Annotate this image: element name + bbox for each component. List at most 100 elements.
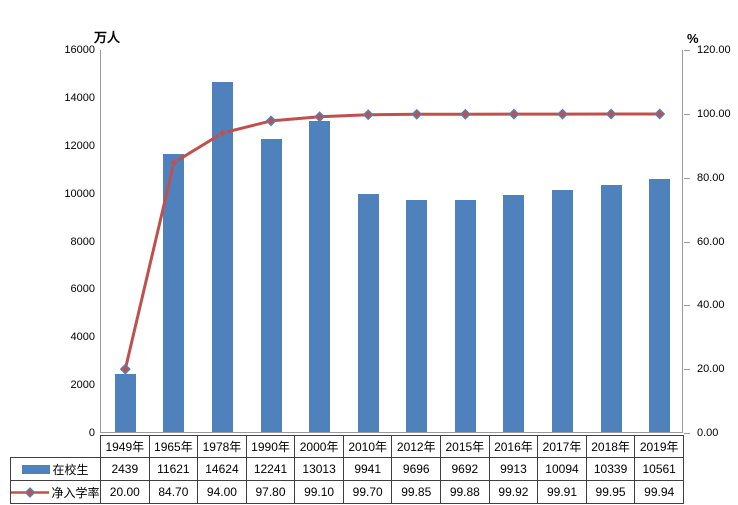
table-column-header: 2015年 [440,435,490,458]
table-column-header: 2017年 [537,435,587,458]
left-axis-tick: 6000 [70,283,95,296]
diamond-marker-2016年 [508,108,520,120]
table-cell: 84.70 [148,480,199,504]
left-axis-tick: 0 [88,427,95,439]
table-cell: 20.00 [100,480,150,504]
right-axis-tick-mark [684,177,690,179]
bar-1965年 [163,153,185,432]
table-column-header: 2000年 [294,435,344,458]
diamond-marker-1965年 [168,157,180,169]
table-cell: 99.91 [537,480,587,504]
table-cell: 99.94 [634,480,684,504]
table-column-header: 1949年 [100,435,150,458]
table-cell: 11621 [148,457,199,481]
table-column-header: 2012年 [391,435,442,458]
table-cell: 9696 [391,457,442,481]
table-cell: 99.70 [342,480,393,504]
table-column-header: 1978年 [197,435,247,458]
left-axis-tick: 4000 [70,331,95,344]
bar-1990年 [260,138,282,432]
right-axis-tick: 100.00 [697,107,731,120]
diamond-marker-2015年 [459,108,471,120]
table-cell: 99.92 [488,480,539,504]
table-cell: 94.00 [197,480,247,504]
table-cell: 14624 [197,457,247,481]
right-axis-tick-mark [684,305,690,307]
bar-legend-swatch-icon [22,464,51,474]
legend-label: 净入学率 [51,485,100,500]
right-axis-tick: 40.00 [697,299,725,312]
table-cell: 99.10 [294,480,344,504]
table-cell: 13013 [294,457,344,481]
diamond-marker-2000年 [314,111,326,123]
table-column-header: 2019年 [634,435,684,458]
right-axis-tick: 0.00 [697,427,719,439]
table-corner-cell [10,435,101,458]
bar-2018年 [600,184,622,432]
table-column-header: 1990年 [245,435,296,458]
table-column-header: 2016年 [488,435,539,458]
left-axis-tick: 16000 [64,44,95,56]
diamond-marker-1978年 [216,127,228,139]
table-cell: 2439 [100,457,150,481]
bar-1978年 [211,81,233,432]
right-axis-tick: 120.00 [697,44,731,56]
diamond-marker-2019年 [654,108,666,120]
data-table: 1949年 1965年 1978年 1990年 2000年 2010年 2012年 2015年… [10,435,684,504]
right-axis-title: % [687,31,699,46]
table-column-header: 1965年 [148,435,199,458]
bar-2000年 [309,120,331,432]
left-axis-tick: 14000 [64,91,95,104]
diamond-marker-2010年 [362,109,374,121]
left-axis-tick: 8000 [70,235,95,248]
right-axis-tick-mark [684,113,690,115]
table-cell: 10339 [585,457,636,481]
table-cell: 9692 [440,457,490,481]
right-axis-tick-mark [684,50,690,51]
bar-2017年 [552,190,574,432]
table-header-row: 1949年 1965年 1978年 1990年 2000年 2010年 2012年 2015年… [10,435,684,458]
table-cell: 10094 [537,457,587,481]
bar-2010年 [357,194,379,432]
right-axis-tick-mark [684,433,690,434]
table-cell: 9913 [488,457,539,481]
table-cell: 10561 [634,457,684,481]
legend-cell-rate: 净入学率 [10,480,101,504]
rate-line [123,112,662,371]
left-axis-tick: 10000 [64,187,95,200]
left-axis-tick: 2000 [70,379,95,392]
right-axis-tick-mark [684,241,690,243]
bar-2016年 [503,194,525,432]
diamond-marker-2012年 [411,108,423,120]
table-cell: 97.80 [245,480,296,504]
table-cell: 9941 [342,457,393,481]
table-cell: 99.95 [585,480,636,504]
table-row: 净入学率 20.00 84.70 94.00 97.80 99.10 99.70 99.85 9… [10,480,684,504]
table-column-header: 2010年 [342,435,393,458]
line-legend-swatch-icon [11,486,50,498]
diamond-marker-2017年 [557,108,569,120]
table-cell: 99.85 [391,480,442,504]
plot-area [100,50,683,433]
diamond-marker-2018年 [605,108,617,120]
legend-label: 在校生 [52,462,89,477]
diamond-marker-1990年 [265,115,277,127]
table-cell: 12241 [245,457,296,481]
table-column-header: 2018年 [585,435,636,458]
bar-2019年 [649,179,671,432]
right-axis-tick-mark [684,369,690,371]
diamond-marker-1949年 [119,363,131,375]
table-row: 在校生 2439 11621 14624 12241 13013 9941 9696 9692 9… [10,457,684,481]
left-axis-title: 万人 [94,30,121,45]
right-axis-tick: 60.00 [697,235,725,248]
left-axis-tick: 12000 [64,139,95,152]
right-axis-tick: 20.00 [697,363,725,376]
bar-2012年 [406,199,428,432]
table-cell: 99.88 [440,480,490,504]
legend-cell-students: 在校生 [10,457,101,481]
bar-1949年 [114,373,136,432]
line-series [119,108,666,375]
bar-2015年 [454,200,476,432]
right-axis-tick: 80.00 [697,171,725,184]
